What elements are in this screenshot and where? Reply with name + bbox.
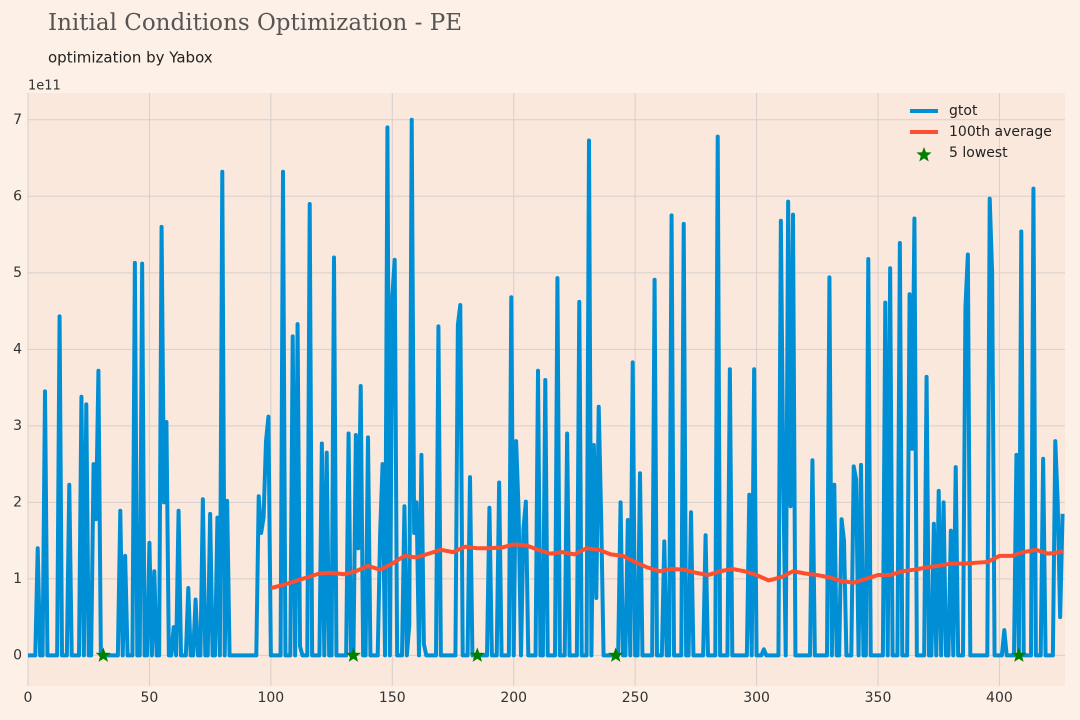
x-tick-label: 100 — [257, 690, 284, 706]
y-tick-label: 3 — [13, 418, 22, 434]
star-marker — [608, 647, 624, 662]
x-tick-label: 300 — [743, 690, 770, 706]
y-tick-label: 2 — [13, 494, 22, 510]
series-line — [270, 542, 1064, 590]
series-line — [28, 117, 1065, 658]
legend-label: gtot — [949, 103, 978, 119]
y-tick-label: 1 — [13, 571, 22, 587]
legend-label: 5 lowest — [949, 145, 1008, 161]
x-tick-label: 250 — [622, 690, 649, 706]
legend-label: 100th average — [949, 124, 1052, 140]
y-tick-label: 6 — [13, 188, 22, 204]
y-tick-label: 0 — [13, 647, 22, 663]
star-marker — [345, 647, 361, 662]
y-tick-label: 5 — [13, 265, 22, 281]
chart-subtitle: optimization by Yabox — [48, 49, 213, 67]
star-marker — [469, 647, 485, 662]
x-tick-label: 350 — [865, 690, 892, 706]
x-tick-label: 150 — [379, 690, 406, 706]
x-tick-label: 200 — [500, 690, 527, 706]
chart-title: Initial Conditions Optimization - PE — [48, 10, 462, 36]
x-tick-label: 0 — [24, 690, 33, 706]
y-offset-label: 1e11 — [28, 79, 61, 94]
y-tick-label: 7 — [13, 112, 22, 128]
y-tick-label: 4 — [13, 341, 22, 357]
x-tick-label: 400 — [986, 690, 1013, 706]
legend-swatch — [916, 147, 932, 162]
x-tick-label: 50 — [141, 690, 159, 706]
star-marker — [1011, 647, 1027, 662]
star-marker — [95, 647, 111, 662]
